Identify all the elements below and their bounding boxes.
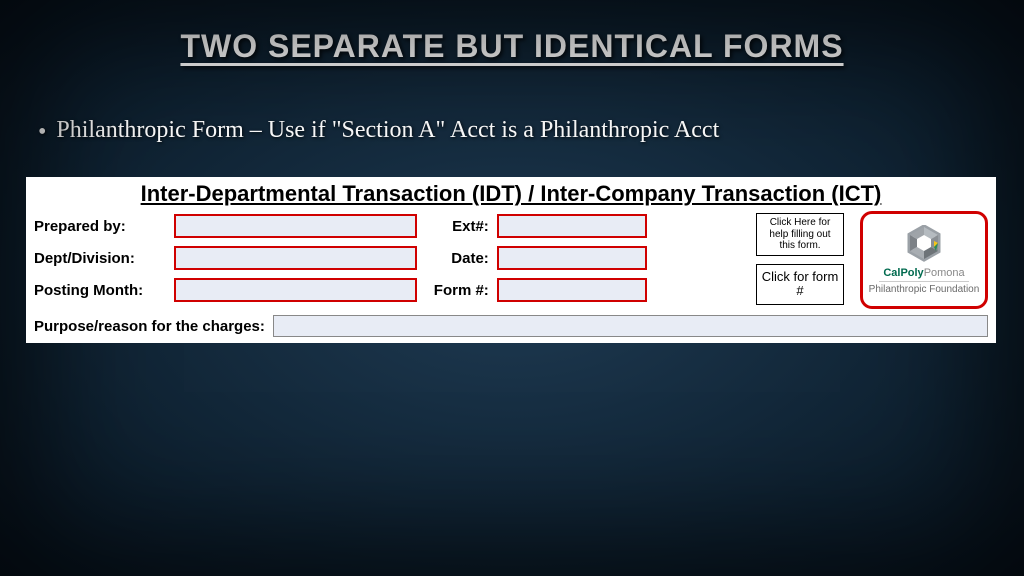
label-date: Date:	[427, 250, 497, 267]
logo-ring-icon	[904, 225, 944, 265]
label-dept-division: Dept/Division:	[34, 250, 174, 267]
label-form-num: Form #:	[427, 282, 497, 299]
right-column: Ext#: Date: Form #:	[427, 211, 740, 309]
field-date[interactable]	[497, 246, 647, 270]
bullet-item: • Philanthropic Form – Use if "Section A…	[38, 117, 1024, 147]
logo-name: CalPolyPomona	[883, 267, 964, 279]
row-purpose: Purpose/reason for the charges:	[34, 315, 988, 337]
logo-divider	[879, 281, 969, 282]
slide-title: TWO SEPARATE BUT IDENTICAL FORMS	[0, 0, 1024, 65]
logo-bold: CalPoly	[883, 267, 923, 279]
row-prepared-by: Prepared by:	[34, 211, 417, 241]
buttons-column: Click Here for help filling out this for…	[750, 211, 850, 309]
label-purpose: Purpose/reason for the charges:	[34, 318, 265, 335]
help-button[interactable]: Click Here for help filling out this for…	[756, 213, 844, 256]
field-purpose[interactable]	[273, 315, 988, 337]
logo-subtitle: Philanthropic Foundation	[869, 284, 980, 295]
form-panel: Inter-Departmental Transaction (IDT) / I…	[26, 177, 996, 343]
row-posting-month: Posting Month:	[34, 275, 417, 305]
form-title: Inter-Departmental Transaction (IDT) / I…	[34, 181, 988, 207]
logo-box: CalPolyPomona Philanthropic Foundation	[860, 211, 988, 309]
field-ext[interactable]	[497, 214, 647, 238]
form-columns: Prepared by: Dept/Division: Posting Mont…	[34, 211, 740, 309]
field-prepared-by[interactable]	[174, 214, 417, 238]
field-form-num[interactable]	[497, 278, 647, 302]
left-column: Prepared by: Dept/Division: Posting Mont…	[34, 211, 417, 309]
field-dept-division[interactable]	[174, 246, 417, 270]
label-prepared-by: Prepared by:	[34, 218, 174, 235]
label-ext: Ext#:	[427, 218, 497, 235]
field-posting-month[interactable]	[174, 278, 417, 302]
bullet-dot: •	[38, 117, 46, 147]
form-body: Prepared by: Dept/Division: Posting Mont…	[34, 211, 988, 309]
row-date: Date:	[427, 243, 740, 273]
row-dept-division: Dept/Division:	[34, 243, 417, 273]
form-number-button[interactable]: Click for form #	[756, 264, 844, 306]
label-posting-month: Posting Month:	[34, 282, 174, 299]
row-form-num: Form #:	[427, 275, 740, 305]
bullet-text: Philanthropic Form – Use if "Section A" …	[56, 117, 719, 144]
row-ext: Ext#:	[427, 211, 740, 241]
logo-gray: Pomona	[924, 267, 965, 279]
